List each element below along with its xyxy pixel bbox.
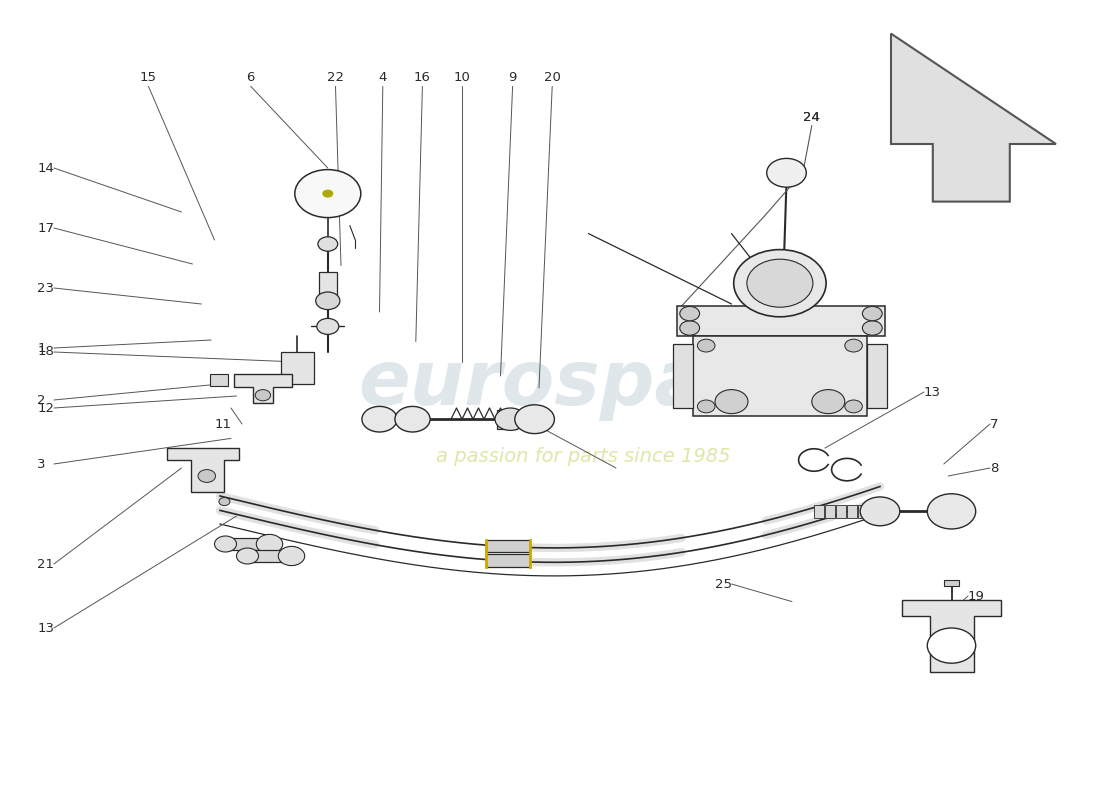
Circle shape xyxy=(495,408,526,430)
FancyBboxPatch shape xyxy=(486,554,530,566)
Text: 16: 16 xyxy=(414,71,431,84)
Circle shape xyxy=(862,306,882,321)
Circle shape xyxy=(278,546,305,566)
Text: 13: 13 xyxy=(37,622,54,634)
Circle shape xyxy=(255,390,271,401)
Text: 5: 5 xyxy=(530,420,539,433)
FancyBboxPatch shape xyxy=(814,505,824,518)
Text: 17: 17 xyxy=(37,222,54,234)
FancyBboxPatch shape xyxy=(497,410,517,429)
Text: eurospares: eurospares xyxy=(359,347,840,421)
Text: 8: 8 xyxy=(990,462,999,474)
Circle shape xyxy=(219,498,230,506)
Circle shape xyxy=(318,237,338,251)
Text: 2: 2 xyxy=(37,394,46,406)
Circle shape xyxy=(862,321,882,335)
Circle shape xyxy=(845,400,862,413)
Circle shape xyxy=(316,292,340,310)
FancyBboxPatch shape xyxy=(673,344,693,408)
Text: 4: 4 xyxy=(378,71,387,84)
Text: 11: 11 xyxy=(214,418,231,430)
FancyBboxPatch shape xyxy=(825,505,835,518)
Circle shape xyxy=(362,406,397,432)
FancyBboxPatch shape xyxy=(867,344,887,408)
Circle shape xyxy=(236,548,258,564)
Circle shape xyxy=(198,470,216,482)
Polygon shape xyxy=(167,448,239,492)
Circle shape xyxy=(295,170,361,218)
FancyBboxPatch shape xyxy=(836,505,846,518)
Text: 10: 10 xyxy=(453,71,471,84)
Circle shape xyxy=(845,339,862,352)
Circle shape xyxy=(214,536,236,552)
Circle shape xyxy=(812,390,845,414)
Text: 24: 24 xyxy=(803,111,821,124)
FancyBboxPatch shape xyxy=(319,272,337,298)
Circle shape xyxy=(697,339,715,352)
Text: 6: 6 xyxy=(246,71,255,84)
Circle shape xyxy=(697,400,715,413)
Circle shape xyxy=(515,405,554,434)
FancyBboxPatch shape xyxy=(486,539,530,552)
Text: 1: 1 xyxy=(37,342,46,354)
Text: a passion for parts since 1985: a passion for parts since 1985 xyxy=(436,446,730,466)
Text: 9: 9 xyxy=(508,71,517,84)
Text: 24: 24 xyxy=(803,111,821,124)
Circle shape xyxy=(927,628,976,663)
FancyBboxPatch shape xyxy=(226,538,270,550)
Polygon shape xyxy=(902,600,1001,672)
Circle shape xyxy=(734,250,826,317)
Text: 18: 18 xyxy=(37,346,54,358)
Text: 12: 12 xyxy=(37,402,54,414)
FancyBboxPatch shape xyxy=(280,352,314,384)
Text: 25: 25 xyxy=(715,578,732,590)
Circle shape xyxy=(860,497,900,526)
Polygon shape xyxy=(234,374,292,403)
Polygon shape xyxy=(891,34,1056,202)
Circle shape xyxy=(927,494,976,529)
Text: 21: 21 xyxy=(37,558,54,570)
Text: 19: 19 xyxy=(968,590,984,602)
Text: 3: 3 xyxy=(37,458,46,470)
FancyBboxPatch shape xyxy=(869,505,879,518)
FancyBboxPatch shape xyxy=(858,505,868,518)
Text: 13: 13 xyxy=(924,386,940,398)
FancyBboxPatch shape xyxy=(847,505,857,518)
Circle shape xyxy=(395,406,430,432)
Circle shape xyxy=(322,190,333,198)
FancyBboxPatch shape xyxy=(676,306,886,336)
Text: 22: 22 xyxy=(327,71,344,84)
Text: 23: 23 xyxy=(37,282,54,294)
Text: 15: 15 xyxy=(140,71,157,84)
Circle shape xyxy=(680,321,700,335)
Circle shape xyxy=(680,306,700,321)
FancyBboxPatch shape xyxy=(944,580,959,586)
Circle shape xyxy=(317,318,339,334)
FancyBboxPatch shape xyxy=(248,550,292,562)
Text: 20: 20 xyxy=(543,71,561,84)
FancyBboxPatch shape xyxy=(210,374,228,386)
Text: 7: 7 xyxy=(990,418,999,430)
Circle shape xyxy=(747,259,813,307)
Text: 14: 14 xyxy=(37,162,54,174)
Circle shape xyxy=(715,390,748,414)
Circle shape xyxy=(767,158,806,187)
Circle shape xyxy=(256,534,283,554)
FancyBboxPatch shape xyxy=(693,336,867,416)
